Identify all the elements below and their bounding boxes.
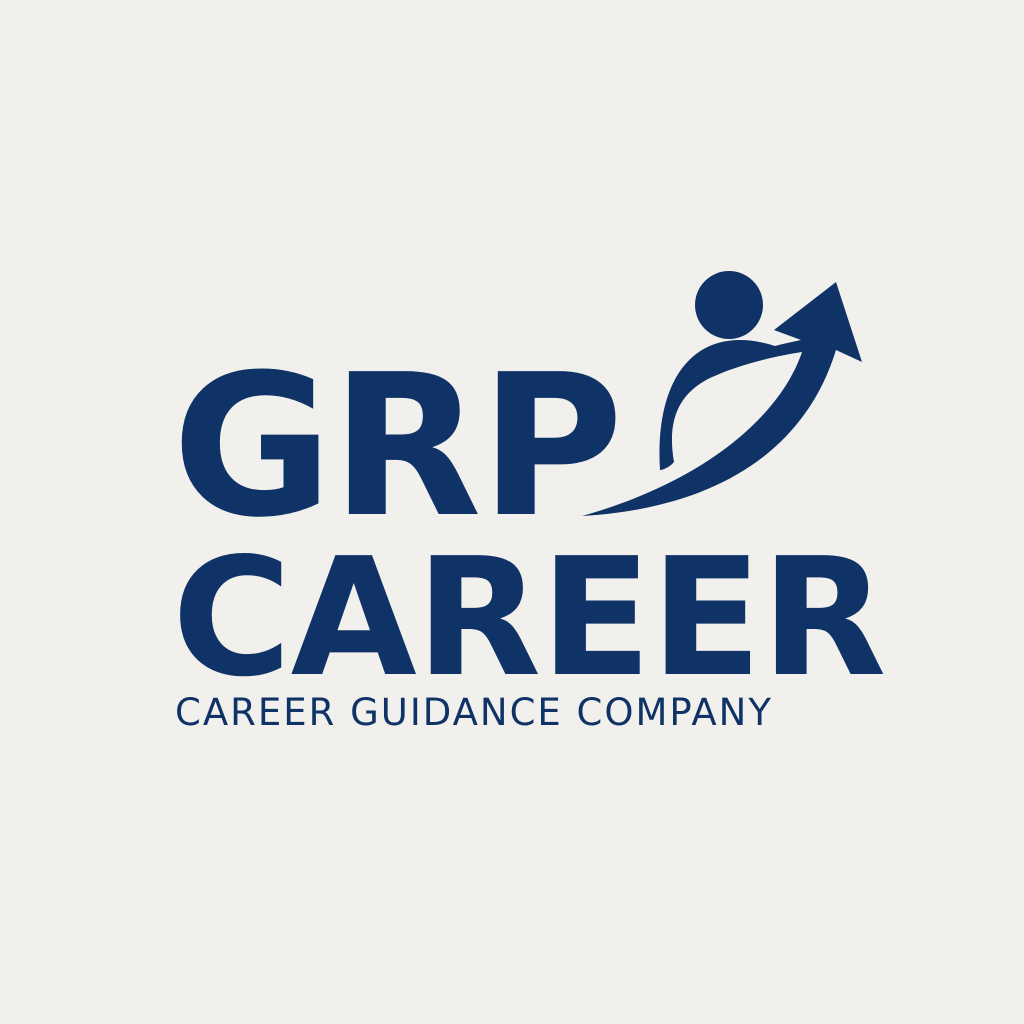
person-rising-arrow-icon <box>582 271 862 516</box>
logo-tagline: CAREER GUIDANCE COMPANY <box>175 691 773 734</box>
logo-wordmark-grp: GRP <box>172 333 623 561</box>
logo-wordmark-career: CAREER <box>172 524 886 713</box>
person-head-icon <box>695 271 763 339</box>
rising-arrow-icon <box>582 282 862 516</box>
